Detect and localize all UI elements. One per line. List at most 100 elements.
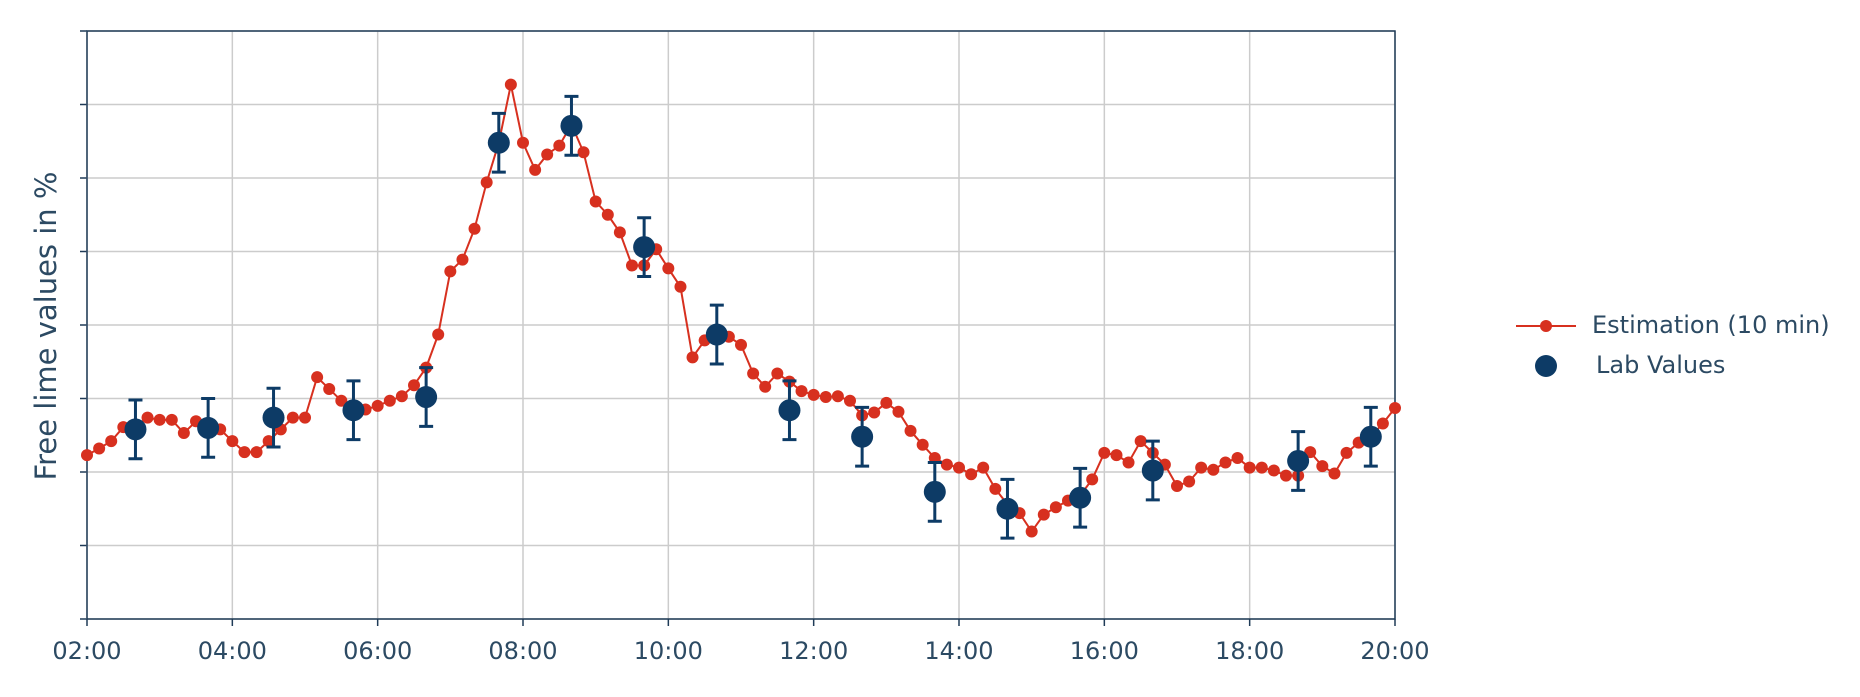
estimation-point xyxy=(395,390,408,403)
estimation-point xyxy=(1219,456,1232,469)
x-tick-label: 12:00 xyxy=(779,637,848,665)
estimation-point xyxy=(1376,417,1389,430)
estimation-point xyxy=(1134,435,1147,448)
estimation-point xyxy=(1025,525,1038,538)
estimation-point xyxy=(977,461,990,474)
estimation-point xyxy=(953,461,965,474)
legend-marker xyxy=(1540,320,1552,332)
estimation-point xyxy=(1231,452,1244,465)
estimation-point xyxy=(601,208,614,221)
estimation-point xyxy=(589,195,602,208)
lab-point xyxy=(342,399,365,422)
estimation-point xyxy=(844,394,856,407)
estimation-point xyxy=(480,176,493,189)
estimation-point xyxy=(504,78,517,91)
y-axis-label: Free lime values in % xyxy=(29,172,63,481)
estimation-point xyxy=(831,390,844,403)
estimation-point xyxy=(529,163,542,176)
estimation-point xyxy=(383,394,396,407)
estimation-point xyxy=(1328,467,1341,480)
estimation-point xyxy=(1098,446,1111,459)
estimation-point xyxy=(177,427,190,440)
estimation-point xyxy=(456,253,469,266)
estimation-point xyxy=(662,262,675,275)
lab-point xyxy=(923,480,946,503)
estimation-point xyxy=(165,413,178,426)
lab-point xyxy=(851,425,874,448)
estimation-point xyxy=(735,338,747,351)
estimation-point xyxy=(674,280,687,293)
estimation-point xyxy=(105,435,118,448)
x-tick-label: 20:00 xyxy=(1360,637,1429,665)
plot-frame xyxy=(86,30,1396,620)
estimation-point xyxy=(747,367,760,380)
estimation-point xyxy=(795,385,808,398)
estimation-point xyxy=(1255,461,1268,474)
estimation-point xyxy=(904,424,917,437)
estimation-point xyxy=(916,438,929,451)
estimation-point xyxy=(335,394,348,407)
estimation-point xyxy=(868,406,881,419)
lab-point xyxy=(487,131,510,154)
estimation-point xyxy=(989,482,1002,495)
estimation-point xyxy=(226,435,239,448)
estimation-point xyxy=(311,371,324,384)
x-tick-label: 10:00 xyxy=(634,637,703,665)
estimation-point xyxy=(771,367,784,380)
estimation-point xyxy=(613,226,626,239)
estimation-point xyxy=(1316,460,1329,473)
estimation-point xyxy=(940,458,953,471)
estimation-point xyxy=(1037,508,1050,521)
estimation-point xyxy=(141,411,154,424)
lab-point xyxy=(778,399,801,422)
estimation-point xyxy=(432,328,445,341)
lab-point xyxy=(560,114,583,137)
estimation-point xyxy=(250,446,263,459)
x-tick-label: 08:00 xyxy=(488,637,557,665)
estimation-point xyxy=(1207,463,1220,476)
estimation-point xyxy=(238,446,251,459)
estimation-point xyxy=(468,222,481,235)
estimation-point xyxy=(1280,469,1292,482)
x-tick-label: 02:00 xyxy=(52,637,121,665)
estimation-point xyxy=(759,380,772,393)
lab-point xyxy=(996,497,1019,520)
estimation-point xyxy=(323,382,336,395)
estimation-point xyxy=(299,411,311,424)
estimation-point xyxy=(517,136,529,149)
estimation-point xyxy=(1086,473,1099,486)
estimation-point xyxy=(1340,446,1353,459)
estimation-point xyxy=(819,391,832,404)
x-tick-label: 14:00 xyxy=(924,637,993,665)
estimation-point xyxy=(541,148,554,161)
estimation-point xyxy=(408,379,420,392)
estimation-point xyxy=(1243,461,1256,474)
x-tick-label: 18:00 xyxy=(1215,637,1284,665)
legend-label: Estimation (10 min) xyxy=(1592,311,1830,339)
estimation-point xyxy=(892,405,905,418)
lab-point xyxy=(262,406,285,429)
estimation-point xyxy=(153,413,166,426)
estimation-point xyxy=(371,399,384,412)
estimation-point xyxy=(1183,475,1196,488)
lab-point xyxy=(197,416,220,439)
estimation-point xyxy=(1389,402,1401,415)
estimation-point xyxy=(1171,479,1183,492)
lab-point xyxy=(633,236,656,259)
x-tick-label: 16:00 xyxy=(1070,637,1139,665)
estimation-point xyxy=(444,265,457,278)
estimation-point xyxy=(286,411,299,424)
estimation-point xyxy=(1049,501,1062,514)
lab-point xyxy=(1141,459,1164,482)
estimation-point xyxy=(880,396,893,409)
estimation-point xyxy=(1110,449,1123,462)
estimation-point xyxy=(965,468,978,481)
x-tick-label: 06:00 xyxy=(343,637,412,665)
lab-point xyxy=(415,386,438,409)
lab-point xyxy=(1069,486,1092,509)
estimation-point xyxy=(807,388,820,401)
estimation-point xyxy=(686,351,699,364)
lab-point xyxy=(124,418,147,441)
estimation-point xyxy=(626,259,638,272)
